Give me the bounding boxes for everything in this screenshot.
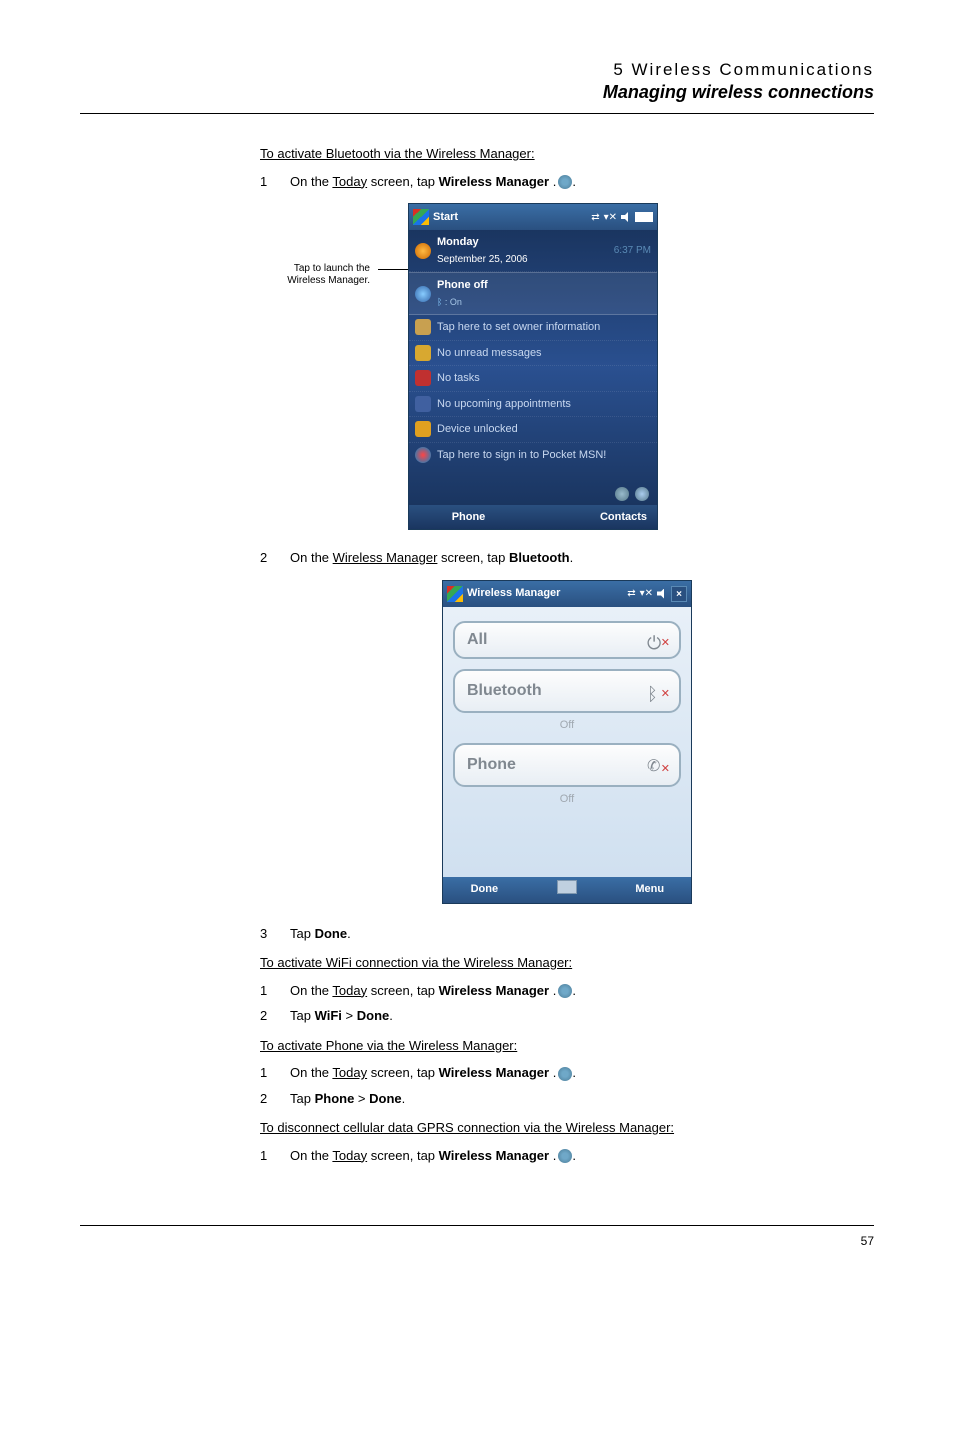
appointments-row: No upcoming appointments	[409, 392, 657, 418]
msn-row: Tap here to sign in to Pocket MSN!	[409, 443, 657, 468]
wm-title-bar: Wireless Manager ⇄ ▾✕ ×	[443, 581, 691, 607]
contacts-softkey: Contacts	[528, 505, 657, 529]
screenshot-1-wrap: Tap to launch the Wireless Manager. Star…	[260, 203, 874, 530]
step-number: 2	[260, 1089, 290, 1109]
page-header: 5 Wireless Communications Managing wirel…	[80, 60, 874, 103]
phone-status: Off	[453, 791, 681, 808]
footer-rule	[80, 1225, 874, 1226]
step-text: On the Wireless Manager screen, tap Blue…	[290, 548, 874, 568]
step-number: 3	[260, 924, 290, 944]
title-bar-text: Start	[433, 209, 591, 226]
phone-status-row: Phone off ᛒ : On	[409, 272, 657, 315]
date-row: Monday September 25, 2006 6:37 PM	[409, 230, 657, 272]
wm-title-text: Wireless Manager	[467, 585, 627, 602]
speaker-icon	[621, 212, 631, 222]
wm-soft-key-bar: Done Menu	[443, 877, 691, 903]
bt-status: Off	[453, 717, 681, 734]
windows-flag-icon	[447, 586, 463, 602]
owner-icon	[415, 319, 431, 335]
wm-bluetooth-button: Bluetooth ᛒ✕	[453, 669, 681, 713]
done-softkey: Done	[443, 881, 526, 898]
step-number: 1	[260, 172, 290, 192]
gprs-heading: To disconnect cellular data GPRS connect…	[260, 1118, 874, 1138]
step-text: Tap Done.	[290, 924, 874, 944]
page-number: 57	[80, 1234, 874, 1248]
wifi-step-2: 2 Tap WiFi > Done.	[260, 1006, 874, 1026]
step-number: 1	[260, 981, 290, 1001]
phone-heading: To activate Phone via the Wireless Manag…	[260, 1036, 874, 1056]
wireless-tray-icon	[615, 487, 629, 501]
bt-on-text: ᛒ : On	[437, 297, 462, 307]
step-number: 1	[260, 1146, 290, 1166]
today-link: Today	[332, 174, 367, 189]
battery-icon	[635, 212, 653, 222]
clock-icon	[415, 243, 431, 259]
step-number: 2	[260, 548, 290, 568]
wireless-manager-icon	[558, 1067, 572, 1081]
wireless-manager-icon	[558, 984, 572, 998]
bt-step-2: 2 On the Wireless Manager screen, tap Bl…	[260, 548, 874, 568]
close-icon: ×	[671, 586, 687, 602]
tasks-row: No tasks	[409, 366, 657, 392]
screenshot-2-wrap: Wireless Manager ⇄ ▾✕ × All ⏻✕ Bluetooth…	[260, 580, 874, 904]
lock-icon	[415, 421, 431, 437]
windows-flag-icon	[413, 209, 429, 225]
wm-body: All ⏻✕ Bluetooth ᛒ✕ Off Phone ✆✕ Off	[443, 607, 691, 877]
msn-icon	[415, 447, 431, 463]
step-text: On the Today screen, tap Wireless Manage…	[290, 1063, 874, 1083]
wifi-tray-icon	[635, 487, 649, 501]
step-text: On the Today screen, tap Wireless Manage…	[290, 981, 874, 1001]
header-rule	[80, 113, 874, 114]
bluetooth-icon: ᛒ✕	[647, 681, 667, 701]
tasks-icon	[415, 370, 431, 386]
gprs-step-1: 1 On the Today screen, tap Wireless Mana…	[260, 1146, 874, 1166]
phone-icon	[415, 286, 431, 302]
wm-phone-button: Phone ✆✕	[453, 743, 681, 787]
step-text: On the Today screen, tap Wireless Manage…	[290, 1146, 874, 1166]
messages-row: No unread messages	[409, 341, 657, 367]
step-number: 1	[260, 1063, 290, 1083]
title-bar: Start ⇄ ▾✕	[409, 204, 657, 230]
speaker-icon	[657, 589, 667, 599]
phone-softkey: Phone	[409, 505, 528, 529]
phone-icon: ✆✕	[647, 755, 667, 775]
calendar-icon	[415, 396, 431, 412]
bt-step-3: 3 Tap Done.	[260, 924, 874, 944]
wm-all-button: All ⏻✕	[453, 621, 681, 659]
unlocked-row: Device unlocked	[409, 417, 657, 443]
step-number: 2	[260, 1006, 290, 1026]
soft-key-bar: Phone Contacts	[409, 505, 657, 529]
keyboard-icon	[557, 880, 577, 894]
keyboard-softkey	[526, 880, 609, 900]
status-icons: ⇄ ▾✕	[591, 210, 653, 225]
callout-leader	[378, 269, 408, 270]
step-text: Tap WiFi > Done.	[290, 1006, 874, 1026]
envelope-icon	[415, 345, 431, 361]
chapter-title: 5 Wireless Communications	[80, 60, 874, 80]
step-text: Tap Phone > Done.	[290, 1089, 874, 1109]
owner-row: Tap here to set owner information	[409, 315, 657, 341]
step-text: On the Today screen, tap Wireless Manage…	[290, 172, 874, 192]
wifi-heading: To activate WiFi connection via the Wire…	[260, 953, 874, 973]
phone-step-2: 2 Tap Phone > Done.	[260, 1089, 874, 1109]
status-icons: ⇄ ▾✕ ×	[627, 586, 687, 602]
time-text: 6:37 PM	[614, 243, 651, 258]
tray-icons	[409, 467, 657, 505]
wireless-manager-icon	[558, 1149, 572, 1163]
today-body: Monday September 25, 2006 6:37 PM Phone …	[409, 230, 657, 505]
wireless-manager-icon	[558, 175, 572, 189]
phone-step-1: 1 On the Today screen, tap Wireless Mana…	[260, 1063, 874, 1083]
phone-off-text: Phone off ᛒ : On	[437, 277, 488, 310]
section-title: Managing wireless connections	[80, 82, 874, 103]
wireless-manager-screenshot: Wireless Manager ⇄ ▾✕ × All ⏻✕ Bluetooth…	[442, 580, 692, 904]
today-screenshot: Start ⇄ ▾✕ Monday September 25, 2006 6:3…	[408, 203, 658, 530]
menu-softkey: Menu	[608, 881, 691, 898]
power-icon: ⏻✕	[647, 630, 667, 650]
date-text: Monday September 25, 2006	[437, 234, 608, 267]
bt-heading: To activate Bluetooth via the Wireless M…	[260, 144, 874, 164]
callout-text: Tap to launch the Wireless Manager.	[260, 263, 370, 287]
wifi-step-1: 1 On the Today screen, tap Wireless Mana…	[260, 981, 874, 1001]
content-body: To activate Bluetooth via the Wireless M…	[260, 144, 874, 1165]
bt-step-1: 1 On the Today screen, tap Wireless Mana…	[260, 172, 874, 192]
